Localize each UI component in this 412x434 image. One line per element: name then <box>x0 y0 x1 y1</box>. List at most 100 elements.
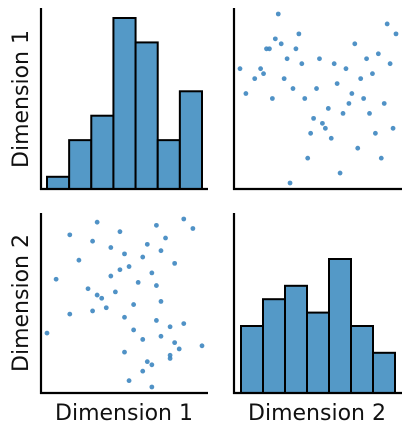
panel-dim2-vs-dim1 <box>39 213 208 395</box>
scatter-dim2-vs-dim1-point-44 <box>163 235 168 241</box>
scatter-dim1-vs-dim2-point-11 <box>278 41 284 47</box>
y-axis-label-dimension-2: Dimension 2 <box>9 234 34 372</box>
scatter-dim2-vs-dim1-point-38 <box>140 254 146 260</box>
scatter-dim1-vs-dim2-point-3 <box>252 76 258 82</box>
scatter-dim1-vs-dim2-point-22 <box>311 115 316 121</box>
scatter-dim1-vs-dim2-point-14 <box>287 180 293 186</box>
scatter-dim2-vs-dim1-point-1 <box>149 384 155 390</box>
scatter-dim2-vs-dim1-point-4 <box>149 362 155 368</box>
scatter-dim1-vs-dim2-point-43 <box>372 130 378 136</box>
scatter-dim2-vs-dim1-point-30 <box>135 279 141 285</box>
scatter-dim2-vs-dim1-point-13 <box>158 333 164 339</box>
dim2-hist-bar-2 <box>262 298 286 395</box>
scatter-dim1-vs-dim2-point-17 <box>296 31 302 37</box>
scatter-dim2-vs-dim1-point-40 <box>158 248 164 254</box>
scatter-dim1-vs-dim2-point-5 <box>261 71 266 77</box>
scatter-dim1-vs-dim2-point-8 <box>269 96 275 101</box>
dim2-hist-bar-1 <box>240 325 264 394</box>
scatter-dim1-vs-dim2-point-35 <box>349 91 355 96</box>
scatter-dim1-vs-dim2-point-36 <box>352 41 358 47</box>
scatter-dim2-vs-dim1-point-33 <box>149 270 155 276</box>
scatter-dim2-vs-dim1-point-23 <box>131 302 137 307</box>
dim1-hist-bar-3 <box>90 114 115 190</box>
scatter-dim2-vs-dim1-point-50 <box>181 216 187 222</box>
scatter-dim2-vs-dim1-point-42 <box>144 241 150 247</box>
scatter-dim1-vs-dim2-point-41 <box>367 111 372 116</box>
scatter-dim1-vs-dim2-point-47 <box>384 21 390 27</box>
scatter-dim2-vs-dim1-point-48 <box>154 222 159 228</box>
scatter-dim2-vs-dim1-point-24 <box>158 299 164 304</box>
scatter-dim2-vs-dim1-point-31 <box>53 276 59 282</box>
scatter-dim2-vs-dim1-point-3 <box>140 368 146 374</box>
dim1-hist-bar-5 <box>134 41 159 190</box>
scatter-dim1-vs-dim2-point-20 <box>305 155 311 161</box>
x-axis-label-dimension-2: Dimension 2 <box>248 401 386 426</box>
scatter-dim2-vs-dim1-point-41 <box>108 245 114 250</box>
panel-dim1-hist <box>39 8 208 191</box>
scatter-dim2-vs-dim1-point-22 <box>103 305 109 311</box>
scatter-dim1-vs-dim2-point-24 <box>317 56 322 62</box>
scatter-dim1-vs-dim2-point-50 <box>393 31 399 37</box>
scatter-dim2-vs-dim1-point-17 <box>181 321 187 327</box>
scatter-dim2-vs-dim1-point-15 <box>131 327 137 333</box>
scatter-dim2-vs-dim1-point-12 <box>140 337 146 342</box>
scatter-dim1-vs-dim2-point-34 <box>346 101 352 106</box>
scatter-dim2-vs-dim1-point-25 <box>99 295 105 301</box>
dim2-hist-bar-3 <box>284 284 308 394</box>
scatter-dim2-vs-dim1-point-21 <box>90 308 95 314</box>
scatter-dim1-vs-dim2-point-29 <box>331 61 337 67</box>
scatter-dim1-vs-dim2-point-12 <box>281 76 287 82</box>
x-axis-label-dimension-1: Dimension 1 <box>55 401 193 426</box>
dim1-hist-bar-4 <box>112 17 137 190</box>
y-axis-label-dimension-1: Dimension 1 <box>9 30 34 168</box>
scatter-dim2-vs-dim1-point-2 <box>126 378 132 384</box>
scatter-dim2-vs-dim1-point-19 <box>122 314 127 320</box>
scatter-dim1-vs-dim2-point-2 <box>243 91 249 96</box>
dim1-hist-bar-7 <box>178 90 204 190</box>
dim2-hist-bar-5 <box>328 258 352 394</box>
scatter-dim1-vs-dim2-point-40 <box>364 56 369 62</box>
scatter-dim1-vs-dim2-point-7 <box>267 46 272 52</box>
scatter-dim1-vs-dim2-point-45 <box>378 155 384 161</box>
dim1-hist-bar-6 <box>156 139 181 190</box>
panel-dim2-hist <box>232 213 402 395</box>
scatter-dim1-vs-dim2-point-27 <box>325 106 331 111</box>
scatter-dim2-vs-dim1-point-36 <box>172 260 178 266</box>
dim1-hist-bar-2 <box>68 139 93 190</box>
scatter-dim2-vs-dim1-point-8 <box>122 349 127 355</box>
scatter-dim2-vs-dim1-point-16 <box>167 324 173 330</box>
scatter-dim1-vs-dim2-point-37 <box>355 145 361 151</box>
dim2-hist-bar-7 <box>372 351 396 394</box>
dim2-hist-bar-4 <box>306 311 330 395</box>
scatter-dim1-vs-dim2-point-15 <box>290 86 296 91</box>
scatter-dim1-vs-dim2-point-4 <box>258 66 264 72</box>
scatter-dim1-vs-dim2-point-9 <box>272 36 278 42</box>
scatter-dim2-vs-dim1-point-45 <box>67 232 73 238</box>
scatter-dim2-vs-dim1-point-18 <box>154 318 159 323</box>
scatter-dim1-vs-dim2-point-38 <box>358 76 364 82</box>
scatter-dim1-vs-dim2-point-30 <box>334 81 340 86</box>
scatter-dim1-vs-dim2-point-16 <box>293 46 299 52</box>
scatter-dim2-vs-dim1-point-34 <box>117 267 123 273</box>
scatter-dim2-vs-dim1-point-39 <box>122 251 127 257</box>
scatter-dim2-vs-dim1-point-37 <box>76 257 82 263</box>
scatter-dim1-vs-dim2-point-48 <box>387 61 393 67</box>
scatter-dim1-vs-dim2-point-19 <box>302 96 308 101</box>
scatter-dim1-vs-dim2-point-10 <box>275 11 281 17</box>
scatter-dim1-vs-dim2-point-18 <box>299 61 305 67</box>
scatter-dim1-vs-dim2-point-13 <box>284 56 290 62</box>
dim2-hist-bar-6 <box>350 325 374 394</box>
scatter-dim1-vs-dim2-point-33 <box>343 66 349 72</box>
scatter-dim1-vs-dim2-point-49 <box>390 125 396 131</box>
panel-dim1-vs-dim2 <box>232 8 402 191</box>
scatter-dim1-vs-dim2-point-25 <box>320 120 325 126</box>
scatter-dim1-vs-dim2-point-1 <box>237 66 243 72</box>
scatter-dim1-vs-dim2-point-42 <box>370 71 375 77</box>
scatter-dim2-vs-dim1-point-32 <box>108 273 114 279</box>
scatter-dim2-vs-dim1-point-29 <box>154 283 159 288</box>
scatter-dim2-vs-dim1-point-7 <box>167 352 173 358</box>
scatter-dim2-vs-dim1-point-46 <box>117 229 123 235</box>
scatter-dim1-vs-dim2-point-21 <box>308 130 314 136</box>
scatter-dim2-vs-dim1-point-11 <box>172 340 178 346</box>
